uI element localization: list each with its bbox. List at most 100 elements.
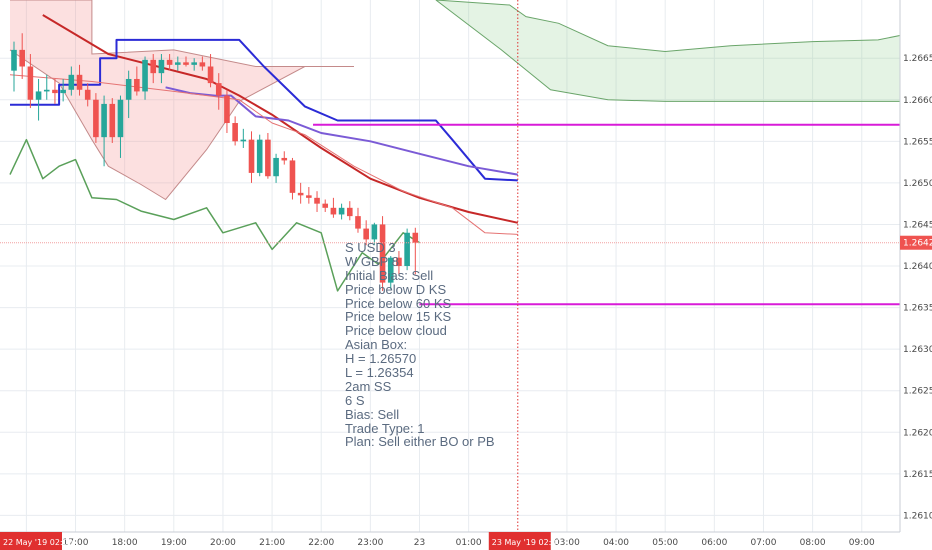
candle[interactable]: [76, 64, 83, 96]
candle-body[interactable]: [232, 123, 238, 142]
candle[interactable]: [387, 256, 394, 290]
candle-body[interactable]: [355, 216, 361, 229]
start-date-badge[interactable]: [0, 532, 62, 550]
candle[interactable]: [289, 157, 296, 200]
candle-body[interactable]: [109, 103, 116, 138]
candle[interactable]: [215, 73, 222, 110]
candle[interactable]: [27, 54, 34, 109]
candle[interactable]: [109, 98, 116, 143]
candle-body[interactable]: [19, 49, 25, 67]
candle[interactable]: [248, 131, 255, 183]
candle-body[interactable]: [297, 192, 304, 196]
candle[interactable]: [166, 54, 173, 71]
candle[interactable]: [355, 207, 361, 233]
candle-body[interactable]: [404, 232, 410, 266]
cursor-date-badge[interactable]: [488, 532, 551, 550]
candle-body[interactable]: [396, 257, 402, 266]
candle[interactable]: [379, 216, 386, 291]
candle[interactable]: [19, 33, 25, 79]
candle[interactable]: [117, 95, 124, 158]
candle[interactable]: [297, 182, 304, 204]
price-axis-background[interactable]: [900, 0, 932, 550]
candle-body[interactable]: [183, 62, 189, 65]
candle-body[interactable]: [330, 207, 337, 215]
candle[interactable]: [52, 78, 58, 104]
candle[interactable]: [314, 191, 320, 212]
candle[interactable]: [158, 54, 165, 84]
candle[interactable]: [371, 222, 378, 246]
candle[interactable]: [338, 203, 345, 220]
candle-body[interactable]: [363, 228, 369, 240]
candle-body[interactable]: [84, 89, 91, 100]
candle[interactable]: [281, 151, 288, 165]
candle-body[interactable]: [101, 103, 107, 138]
candle[interactable]: [175, 56, 181, 71]
candle-body[interactable]: [166, 59, 173, 65]
candle-body[interactable]: [142, 59, 148, 92]
candle[interactable]: [68, 66, 75, 96]
candle[interactable]: [199, 56, 206, 71]
candle-body[interactable]: [11, 49, 17, 71]
candles[interactable]: [11, 33, 419, 291]
candle-body[interactable]: [379, 224, 386, 283]
candle-body[interactable]: [52, 89, 58, 94]
candle[interactable]: [84, 83, 91, 107]
candle[interactable]: [273, 153, 279, 183]
candle[interactable]: [240, 128, 247, 148]
candle-body[interactable]: [199, 62, 206, 67]
candle[interactable]: [265, 133, 271, 179]
candle[interactable]: [125, 70, 132, 119]
candle-body[interactable]: [60, 89, 66, 94]
candle-body[interactable]: [371, 224, 378, 240]
candle-body[interactable]: [175, 62, 181, 65]
candle-body[interactable]: [134, 78, 140, 92]
candle-body[interactable]: [117, 99, 124, 138]
asian-box-lines[interactable]: [313, 123, 932, 306]
candle-body[interactable]: [27, 66, 34, 100]
candle[interactable]: [404, 228, 410, 271]
candle[interactable]: [256, 134, 263, 177]
candle-body[interactable]: [314, 197, 320, 204]
candle[interactable]: [191, 58, 197, 71]
candle[interactable]: [363, 220, 369, 246]
candle[interactable]: [43, 74, 50, 100]
candle[interactable]: [183, 56, 189, 67]
candle[interactable]: [35, 78, 42, 121]
candle[interactable]: [330, 197, 337, 218]
candle-body[interactable]: [240, 139, 247, 142]
candle-body[interactable]: [158, 59, 165, 74]
candle[interactable]: [150, 54, 157, 84]
candle-body[interactable]: [338, 207, 345, 215]
candle-body[interactable]: [412, 232, 419, 243]
price-axis[interactable]: 1.26100 1.26150 1.26200 1.26250 1.26300 1.263…: [900, 54, 932, 521]
candle[interactable]: [396, 251, 402, 275]
candle[interactable]: [101, 95, 107, 167]
candle-body[interactable]: [346, 207, 353, 217]
candle[interactable]: [93, 93, 99, 143]
candle[interactable]: [207, 54, 214, 88]
candle-body[interactable]: [207, 66, 214, 84]
candle-body[interactable]: [76, 74, 83, 90]
candle-body[interactable]: [273, 157, 279, 177]
candle[interactable]: [134, 66, 140, 96]
candle[interactable]: [322, 199, 329, 212]
candle-body[interactable]: [387, 257, 394, 283]
candle-body[interactable]: [256, 139, 263, 173]
candle-body[interactable]: [150, 59, 157, 74]
time-axis[interactable]: 16:0017:0018:0019:0020:0021:0022:0023:00…: [0, 532, 875, 550]
candle-body[interactable]: [68, 74, 75, 90]
candle[interactable]: [142, 56, 148, 100]
candle-body[interactable]: [43, 89, 50, 92]
candle[interactable]: [11, 41, 17, 92]
candle[interactable]: [412, 227, 419, 275]
candle[interactable]: [306, 187, 312, 204]
candle-body[interactable]: [215, 83, 222, 96]
time-axis-background[interactable]: [0, 532, 932, 550]
candle[interactable]: [346, 201, 353, 221]
candle[interactable]: [224, 89, 230, 133]
candle[interactable]: [60, 78, 66, 102]
candle-body[interactable]: [248, 139, 255, 173]
current-price-badge[interactable]: [900, 235, 932, 250]
candle-body[interactable]: [191, 62, 197, 65]
